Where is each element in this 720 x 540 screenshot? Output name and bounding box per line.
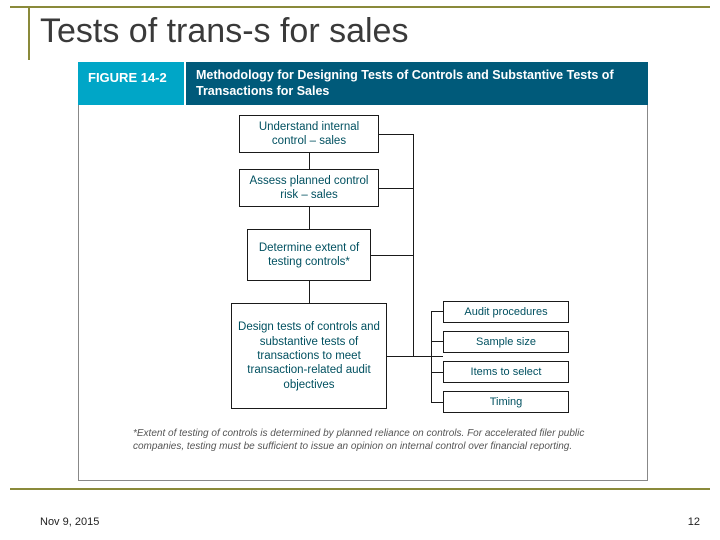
bracket-v [413, 134, 414, 356]
title-rule-vertical [28, 6, 30, 60]
figure-label: FIGURE 14-2 [78, 62, 186, 105]
flow-box-understand: Understand internal control – sales [239, 115, 379, 153]
brace-s3 [431, 372, 443, 373]
stub-h-2 [379, 188, 413, 189]
connector-v-3 [309, 281, 310, 303]
brace-bot [431, 402, 443, 403]
connector-v-1 [309, 153, 310, 169]
brace-s2 [431, 341, 443, 342]
bottom-rule [10, 488, 710, 490]
figure-footnote: *Extent of testing of controls is determ… [133, 427, 633, 453]
side-box-sample-size: Sample size [443, 331, 569, 353]
connector-v-2 [309, 207, 310, 229]
stub-h-4 [387, 356, 413, 357]
title-rule-top [10, 6, 710, 8]
slide: Tests of trans-s for sales FIGURE 14-2 M… [0, 0, 720, 540]
side-box-items-to-select: Items to select [443, 361, 569, 383]
flow-box-design: Design tests of controls and substantive… [231, 303, 387, 409]
side-box-audit-procedures: Audit procedures [443, 301, 569, 323]
slide-date: Nov 9, 2015 [40, 516, 99, 528]
stub-h-1 [379, 134, 413, 135]
page-number: 12 [688, 516, 700, 528]
flow-box-assess: Assess planned control risk – sales [239, 169, 379, 207]
stub-h-3 [371, 255, 413, 256]
flow-box-determine: Determine extent of testing controls* [247, 229, 371, 281]
brace-top [431, 311, 443, 312]
figure-block: FIGURE 14-2 Methodology for Designing Te… [78, 62, 648, 512]
slide-title: Tests of trans-s for sales [40, 12, 408, 51]
figure-body: Understand internal control – sales Asse… [78, 105, 648, 481]
figure-title: Methodology for Designing Tests of Contr… [186, 62, 648, 105]
side-box-timing: Timing [443, 391, 569, 413]
brace-mid1 [413, 356, 443, 357]
figure-header: FIGURE 14-2 Methodology for Designing Te… [78, 62, 648, 105]
